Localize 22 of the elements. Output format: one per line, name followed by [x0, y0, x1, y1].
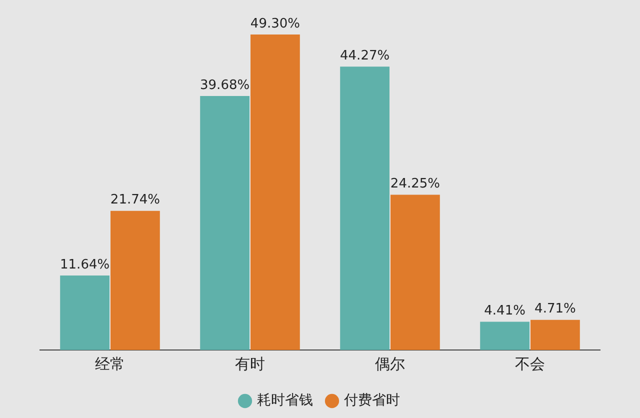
data-label: 4.71% — [534, 302, 576, 317]
data-label: 4.41% — [484, 304, 526, 319]
bar — [250, 34, 300, 350]
x-tick-label: 不会 — [515, 354, 545, 373]
bar — [340, 66, 390, 350]
data-label: 44.27% — [340, 48, 390, 64]
data-label: 39.68% — [200, 78, 250, 93]
legend-label: 耗时省钱 — [257, 392, 313, 409]
data-label: 21.74% — [110, 192, 160, 208]
data-label: 11.64% — [60, 257, 110, 272]
data-label: 49.30% — [250, 16, 300, 32]
x-tick-label: 偶尔 — [375, 354, 405, 373]
x-tick-label: 经常 — [95, 354, 125, 373]
bar — [200, 96, 250, 350]
bar — [110, 210, 160, 350]
bar — [480, 322, 530, 350]
x-tick-label: 有时 — [235, 354, 265, 373]
legend-label: 付费省时 — [343, 392, 400, 409]
bar — [60, 276, 110, 350]
bar — [530, 320, 580, 350]
data-label: 24.25% — [390, 176, 440, 192]
bar — [390, 194, 440, 350]
